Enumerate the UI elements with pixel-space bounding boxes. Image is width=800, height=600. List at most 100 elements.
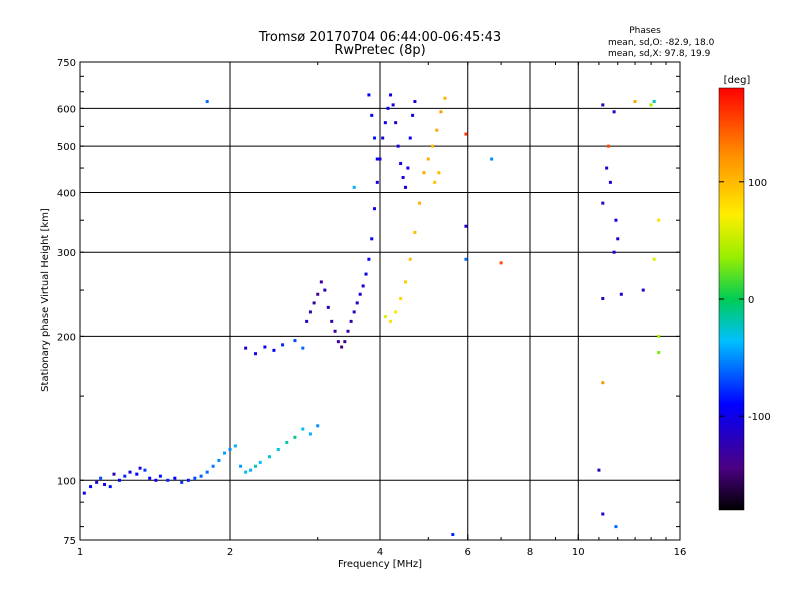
data-point xyxy=(205,100,209,104)
colorbar-ticks: 100 0 -100 xyxy=(719,178,771,423)
data-point xyxy=(276,447,280,451)
data-point xyxy=(439,110,443,114)
data-point xyxy=(108,485,112,489)
data-point xyxy=(217,458,221,462)
data-point xyxy=(316,292,320,296)
colorbar-tick-label: -100 xyxy=(748,412,771,423)
data-point xyxy=(253,352,257,356)
data-points xyxy=(82,93,661,537)
data-point xyxy=(148,476,152,480)
data-point xyxy=(355,301,359,305)
data-point xyxy=(367,257,371,261)
data-point xyxy=(239,464,243,468)
data-point xyxy=(173,476,177,480)
data-point xyxy=(336,340,340,344)
data-point xyxy=(370,113,374,117)
data-point xyxy=(349,319,353,323)
stats-line-o: mean, sd,O: -82.9, 18.0 xyxy=(608,38,715,48)
data-point xyxy=(399,161,403,165)
data-point xyxy=(211,464,215,468)
data-point xyxy=(394,121,398,125)
data-point xyxy=(89,485,93,489)
data-point xyxy=(263,345,267,349)
data-point xyxy=(249,468,253,472)
data-point xyxy=(464,257,468,261)
data-point xyxy=(223,451,227,455)
data-point xyxy=(633,100,637,104)
data-point xyxy=(408,257,412,261)
data-point xyxy=(326,305,330,309)
data-point xyxy=(352,185,356,189)
data-point xyxy=(641,288,645,292)
data-point xyxy=(401,175,405,179)
x-tick-label: 4 xyxy=(377,547,383,558)
data-point xyxy=(490,157,494,161)
data-point xyxy=(143,468,147,472)
data-point xyxy=(389,319,393,323)
data-point xyxy=(205,470,209,474)
data-point xyxy=(128,470,132,474)
data-point xyxy=(389,93,393,97)
data-point xyxy=(375,180,379,184)
data-point xyxy=(443,96,447,100)
data-point xyxy=(411,113,415,117)
data-point xyxy=(612,250,616,254)
data-point xyxy=(601,201,605,205)
data-point xyxy=(399,297,403,301)
data-point xyxy=(378,157,382,161)
data-point xyxy=(364,272,368,276)
data-point xyxy=(258,460,262,464)
data-point xyxy=(614,218,618,222)
data-point xyxy=(601,297,605,301)
data-point xyxy=(375,157,379,161)
data-point xyxy=(267,455,271,459)
x-axis: 1 2 4 6 8 10 16 xyxy=(77,62,686,558)
data-point xyxy=(499,261,503,265)
data-point xyxy=(422,171,426,175)
data-point xyxy=(426,157,430,161)
x-axis-title: Frequency [MHz] xyxy=(338,559,422,570)
y-tick-label: 200 xyxy=(57,332,76,343)
data-point xyxy=(301,346,305,350)
data-point xyxy=(451,533,455,537)
data-point xyxy=(330,319,334,323)
data-point xyxy=(437,171,441,175)
data-point xyxy=(99,476,103,480)
data-point xyxy=(403,185,407,189)
y-tick-label: 100 xyxy=(57,476,76,487)
y-axis-title: Stationary phase Virtual Height [km] xyxy=(40,208,51,392)
data-point xyxy=(312,301,316,305)
data-point xyxy=(657,334,661,338)
data-point xyxy=(657,351,661,355)
colorbar-tick-label: 0 xyxy=(748,295,754,306)
data-point xyxy=(619,292,623,296)
data-point xyxy=(352,310,356,314)
data-point xyxy=(308,432,312,436)
grid-lines xyxy=(80,62,680,540)
data-point xyxy=(373,207,377,211)
data-point xyxy=(333,329,337,333)
data-point xyxy=(154,478,158,482)
data-point xyxy=(112,472,116,476)
data-point xyxy=(394,310,398,314)
data-point xyxy=(95,480,99,484)
data-point xyxy=(319,280,323,284)
data-point xyxy=(117,478,121,482)
data-point xyxy=(358,292,362,296)
data-point xyxy=(408,136,412,140)
data-point xyxy=(135,472,139,476)
data-point xyxy=(612,110,616,114)
data-point xyxy=(616,237,620,241)
data-point xyxy=(605,166,609,170)
data-point xyxy=(413,100,417,104)
data-point xyxy=(293,435,297,439)
data-point xyxy=(285,440,289,444)
data-point xyxy=(199,474,203,478)
data-point xyxy=(301,427,305,431)
data-point xyxy=(435,128,439,132)
data-point xyxy=(138,466,142,470)
data-point xyxy=(370,237,374,241)
data-point xyxy=(305,319,309,323)
data-point xyxy=(308,310,312,314)
